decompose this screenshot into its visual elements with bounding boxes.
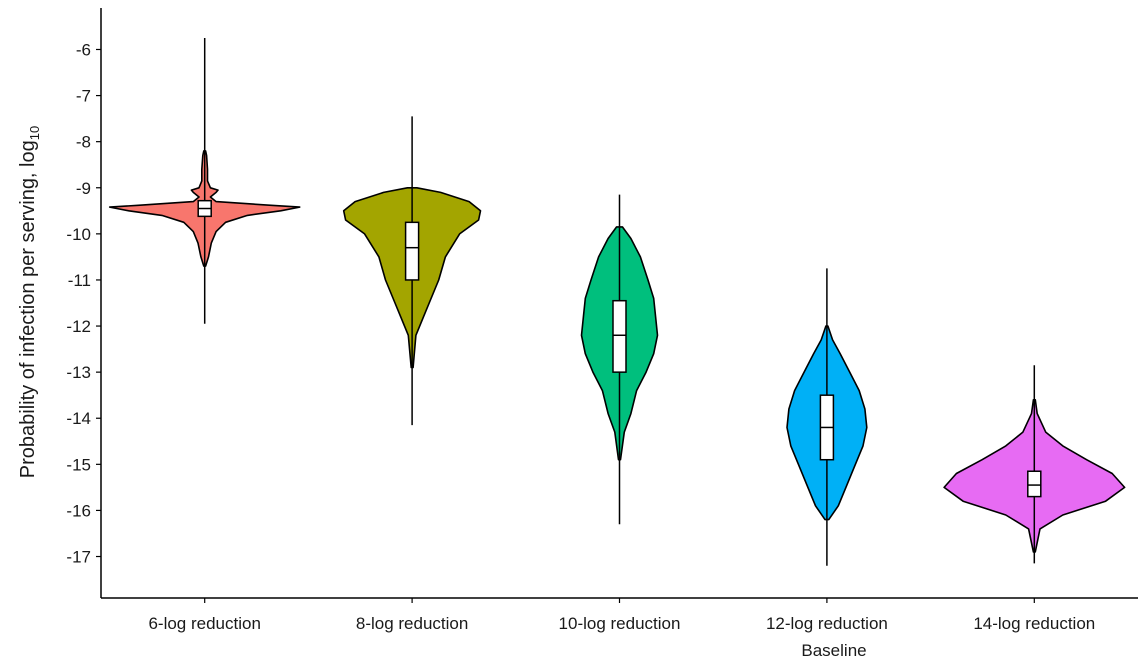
y-tick-label: -14 (66, 409, 91, 428)
x-tick-label: 6-log reduction (148, 614, 260, 633)
y-tick-label: -9 (76, 179, 91, 198)
y-tick-label: -8 (76, 133, 91, 152)
y-axis-title-main: Probability of infection per serving, lo… (17, 140, 39, 478)
y-axis-ticks: -6 -7 -8 -9 -10 -11 -12 -13 -14 -15 -16 -17 (66, 40, 101, 567)
violin-group (943, 365, 1126, 564)
y-axis-title: Probability of infection per serving, lo… (17, 126, 42, 478)
violin-group (786, 268, 868, 566)
x-tick-label: 14-log reduction (973, 614, 1095, 633)
box-iqr (404, 221, 420, 281)
y-tick-label: -11 (68, 271, 91, 290)
y-tick-label: -10 (66, 225, 91, 244)
y-axis-title-subscript: 10 (27, 126, 42, 140)
plot-area (108, 37, 1126, 566)
violin-group (580, 194, 659, 525)
box-iqr (1027, 470, 1042, 498)
y-tick-label: -13 (66, 363, 91, 382)
x-tick-label: 8-log reduction (356, 614, 468, 633)
y-tick-label: -6 (76, 40, 91, 59)
violin-group (342, 116, 482, 426)
y-tick-label: -17 (66, 548, 91, 567)
x-axis-title: Baseline (801, 641, 866, 660)
y-tick-label: -12 (66, 317, 91, 336)
x-tick-label: 10-log reduction (559, 614, 681, 633)
y-tick-label: -7 (76, 87, 91, 106)
y-tick-label: -15 (66, 455, 91, 474)
violin-group (108, 37, 301, 324)
y-tick-label: -16 (66, 501, 91, 520)
x-axis-ticks: 6-log reduction 8-log reduction 10-log red… (148, 598, 1095, 633)
x-tick-label: 12-log reduction (766, 614, 888, 633)
box-iqr (612, 299, 627, 373)
